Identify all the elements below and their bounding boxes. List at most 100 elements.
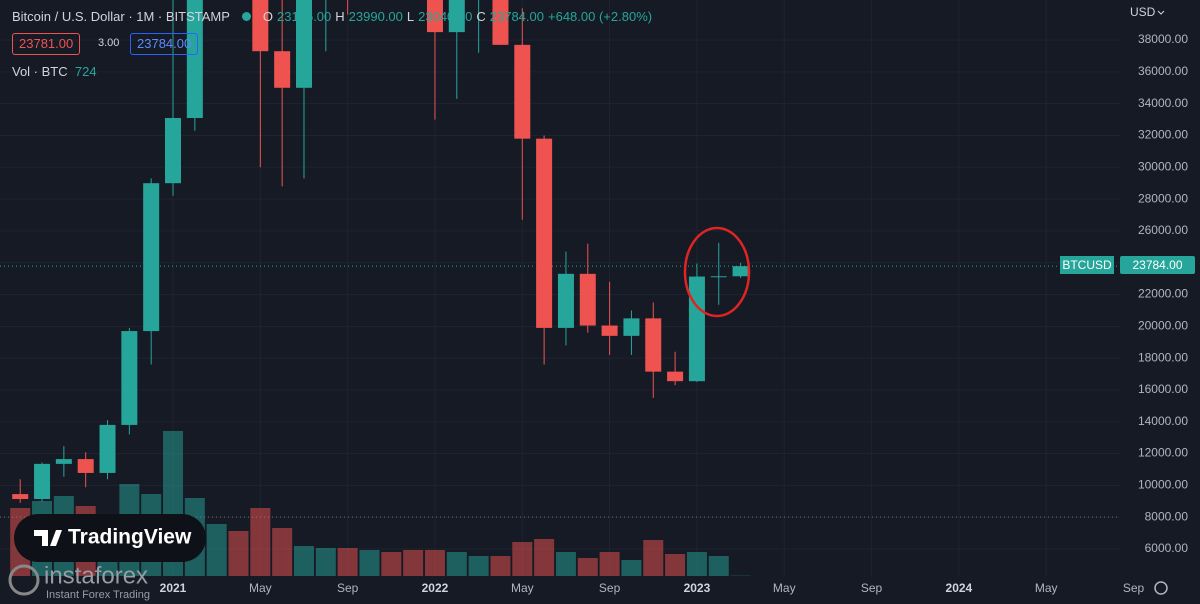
volume-bar <box>665 554 686 576</box>
spread: 3.00 <box>98 37 120 49</box>
candle-body <box>667 371 684 382</box>
volume-bar <box>293 546 314 576</box>
candle-body <box>557 273 574 328</box>
ohlc-value: 23146.00 <box>277 9 332 24</box>
price-tag: 23784.00 <box>1120 256 1195 274</box>
candle-body <box>12 494 29 500</box>
y-tick-label: 32000.00 <box>1138 128 1188 142</box>
candle-body <box>252 0 269 52</box>
tv-logo <box>34 530 62 546</box>
volume-bar <box>534 539 555 576</box>
volume-bar <box>337 548 358 576</box>
y-tick-label: 22000.00 <box>1138 287 1188 301</box>
volume-bar <box>272 528 293 576</box>
ohlc-value: 23040.00 <box>418 9 473 24</box>
currency-caret <box>1157 10 1165 15</box>
x-tick-label: Sep <box>861 581 883 595</box>
volume-bar <box>512 542 533 576</box>
candle-body <box>601 325 618 336</box>
symbol: Bitcoin / U.S. Dollar · 1M · BITSTAMP <box>12 9 230 24</box>
x-tick-label: 2024 <box>946 581 973 595</box>
grid <box>0 0 1120 576</box>
volume-bar <box>708 556 729 576</box>
y-tick-label: 28000.00 <box>1138 191 1188 205</box>
volume-bar <box>599 552 620 576</box>
candle-body <box>732 266 749 277</box>
x-tick-label: 2022 <box>422 581 449 595</box>
candle-body <box>514 44 531 139</box>
y-tick-label: 10000.00 <box>1138 478 1188 492</box>
currency[interactable]: USD <box>1130 5 1156 19</box>
candle-body <box>186 0 203 118</box>
volume-label: Vol · BTC <box>12 64 68 79</box>
settings-icon[interactable] <box>1154 581 1168 595</box>
sell-button[interactable]: 23781.00 <box>12 33 81 55</box>
candle-body <box>492 0 509 45</box>
volume-bar <box>228 531 249 576</box>
tv-badge <box>14 514 206 562</box>
highlight-circle <box>683 226 751 318</box>
y-tick-label: 14000.00 <box>1138 414 1188 428</box>
volume-value: 724 <box>74 64 97 79</box>
volume-bar <box>250 508 271 576</box>
x-tick-label: May <box>773 581 796 595</box>
y-tick-label: 18000.00 <box>1138 350 1188 364</box>
time-axis: 2021 May Sep 2022 May Sep 2023 May Sep 2024 May Sep <box>160 581 1145 595</box>
volume-bar <box>403 550 424 576</box>
candle-body <box>165 117 182 184</box>
ohlc-label: H <box>335 9 345 24</box>
x-tick-label: 2023 <box>684 581 711 595</box>
y-tick-label: 34000.00 <box>1138 96 1188 110</box>
candle-body <box>274 51 291 88</box>
volume-bar <box>381 552 402 576</box>
x-tick-label: Sep <box>1123 581 1145 595</box>
y-tick-label: 30000.00 <box>1138 159 1188 173</box>
x-tick-label: Sep <box>599 581 621 595</box>
x-tick-label: 2021 <box>160 581 187 595</box>
candle-body <box>121 331 138 425</box>
volume-bar <box>206 524 227 576</box>
price-axis: 38000.00 36000.00 34000.00 32000.00 30000.00… <box>1120 32 1200 604</box>
status-dot <box>241 12 251 21</box>
x-tick-label: Sep <box>337 581 359 595</box>
buy-button[interactable]: 23784.00 <box>130 33 199 55</box>
candle-body <box>99 424 116 473</box>
x-tick-label: May <box>1035 581 1058 595</box>
volume-legend: Vol · BTC 724 <box>12 64 97 79</box>
volume-bar <box>555 552 576 576</box>
y-tick-label: 38000.00 <box>1138 32 1188 46</box>
ohlc-label: O <box>262 9 274 24</box>
volume-bar <box>686 552 707 576</box>
y-tick-label: 8000.00 <box>1145 509 1189 523</box>
candle-body <box>579 273 596 326</box>
volume-bar <box>315 548 336 576</box>
candles <box>12 0 749 503</box>
volume-bar <box>359 550 380 576</box>
y-tick-label: 6000.00 <box>1145 541 1189 555</box>
volume-bar <box>577 558 598 576</box>
candle-body <box>448 0 465 33</box>
volume-bar <box>446 552 467 576</box>
y-tick-label: 36000.00 <box>1138 64 1188 78</box>
candle-body <box>623 318 640 336</box>
candle-body <box>55 459 72 464</box>
x-tick-label: May <box>511 581 534 595</box>
candle-body <box>688 276 705 382</box>
ohlc-value: 23784.00 <box>489 9 544 24</box>
y-tick-label: 12000.00 <box>1138 446 1188 460</box>
candle-body <box>143 183 160 332</box>
broker-tagline: Instant Forex Trading <box>46 589 150 601</box>
volume-bar <box>621 560 642 576</box>
ohlc-label: C <box>476 9 486 24</box>
broker-watermark: instaforex <box>44 562 148 589</box>
candle-body <box>645 318 662 372</box>
tv-watermark: TradingView <box>68 526 192 549</box>
candle-body <box>77 459 94 473</box>
candle-body <box>426 0 443 33</box>
x-tick-label: May <box>249 581 272 595</box>
volume-bar <box>643 540 664 576</box>
y-tick-label: 16000.00 <box>1138 382 1188 396</box>
